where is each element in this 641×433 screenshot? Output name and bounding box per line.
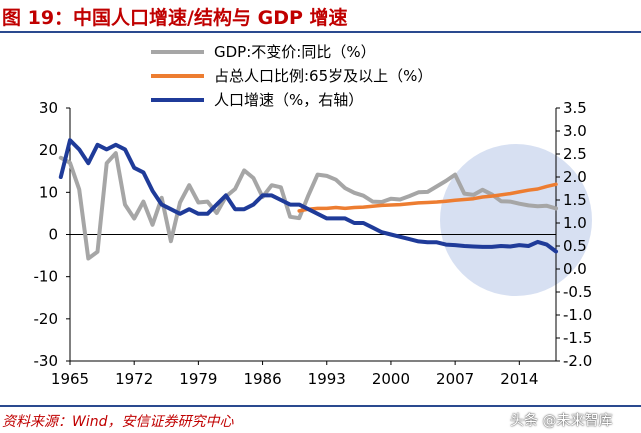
y-right-tick-label: 2.5 (563, 145, 587, 163)
source-note: 资料来源：Wind，安信证券研究中心 (2, 414, 234, 430)
y-left-tick-label: -10 (34, 268, 59, 286)
watermark: 头条 @未来智库 (510, 413, 613, 429)
y-right-tick-label: 0.0 (563, 260, 587, 278)
series-line-2 (297, 182, 558, 213)
x-tick-label: 1979 (179, 370, 217, 388)
legend-layer: GDP:不变价:同比（%） 占总人口比例:65岁及以上（%） 人口增速（%，右轴） (151, 43, 432, 109)
y-left-tick-label: -20 (34, 310, 59, 328)
y-right-tick-label: 1.5 (563, 191, 587, 209)
y-right-tick-label: 3.5 (563, 99, 587, 117)
chart-title: 图 19：中国人口增速/结构与 GDP 增速 (2, 7, 348, 29)
y-left-tick-label: 20 (39, 141, 58, 159)
y-right-tick-label: -1.5 (563, 329, 592, 347)
y-left-tick-label: 30 (39, 99, 58, 117)
y-right-tick-label: 3.0 (563, 122, 587, 140)
y-right-tick-label: -0.5 (563, 283, 592, 301)
y-right-tick-label: -1.0 (563, 306, 592, 324)
y-right-tick-label: -2.0 (563, 352, 592, 370)
x-tick-label: 2000 (372, 370, 410, 388)
legend-label-2: 占总人口比例:65岁及以上（%） (214, 67, 432, 85)
legend-label-3: 人口增速（%，右轴） (214, 91, 363, 109)
source-bar: 资料来源：Wind，安信证券研究中心 头条 @未来智库 (0, 405, 641, 433)
y-left-tick-label: 10 (39, 183, 58, 201)
x-tick-label: 2007 (436, 370, 474, 388)
x-tick-label: 1993 (308, 370, 346, 388)
y-right-tick-label: 1.0 (563, 214, 587, 232)
x-tick-label: 1965 (51, 370, 89, 388)
legend-label-1: GDP:不变价:同比（%） (214, 43, 376, 61)
x-tick-label: 1972 (115, 370, 153, 388)
axes-layer: 30 20 10 0 -10 -20 -30 3.5 3.0 2.5 2.0 1.5 1.0 0.5 0.0… (34, 99, 593, 388)
y-left-tick-label: -30 (34, 352, 59, 370)
x-tick-label: 2014 (500, 370, 538, 388)
title-bar: 图 19：中国人口增速/结构与 GDP 增速 (0, 0, 641, 33)
y-right-tick-label: 0.5 (563, 237, 587, 255)
series-layer (58, 138, 558, 261)
series-line-1 (58, 151, 558, 261)
x-tick-label: 1986 (243, 370, 281, 388)
y-right-tick-label: 2.0 (563, 168, 587, 186)
y-left-tick-label: 0 (48, 226, 58, 244)
series-line-3 (58, 138, 558, 254)
highlight-circle (440, 144, 592, 296)
chart: 30 20 10 0 -10 -20 -30 3.5 3.0 2.5 2.0 1.5 1.0 0.5 0.0… (34, 43, 593, 388)
highlight-layer (440, 144, 592, 296)
